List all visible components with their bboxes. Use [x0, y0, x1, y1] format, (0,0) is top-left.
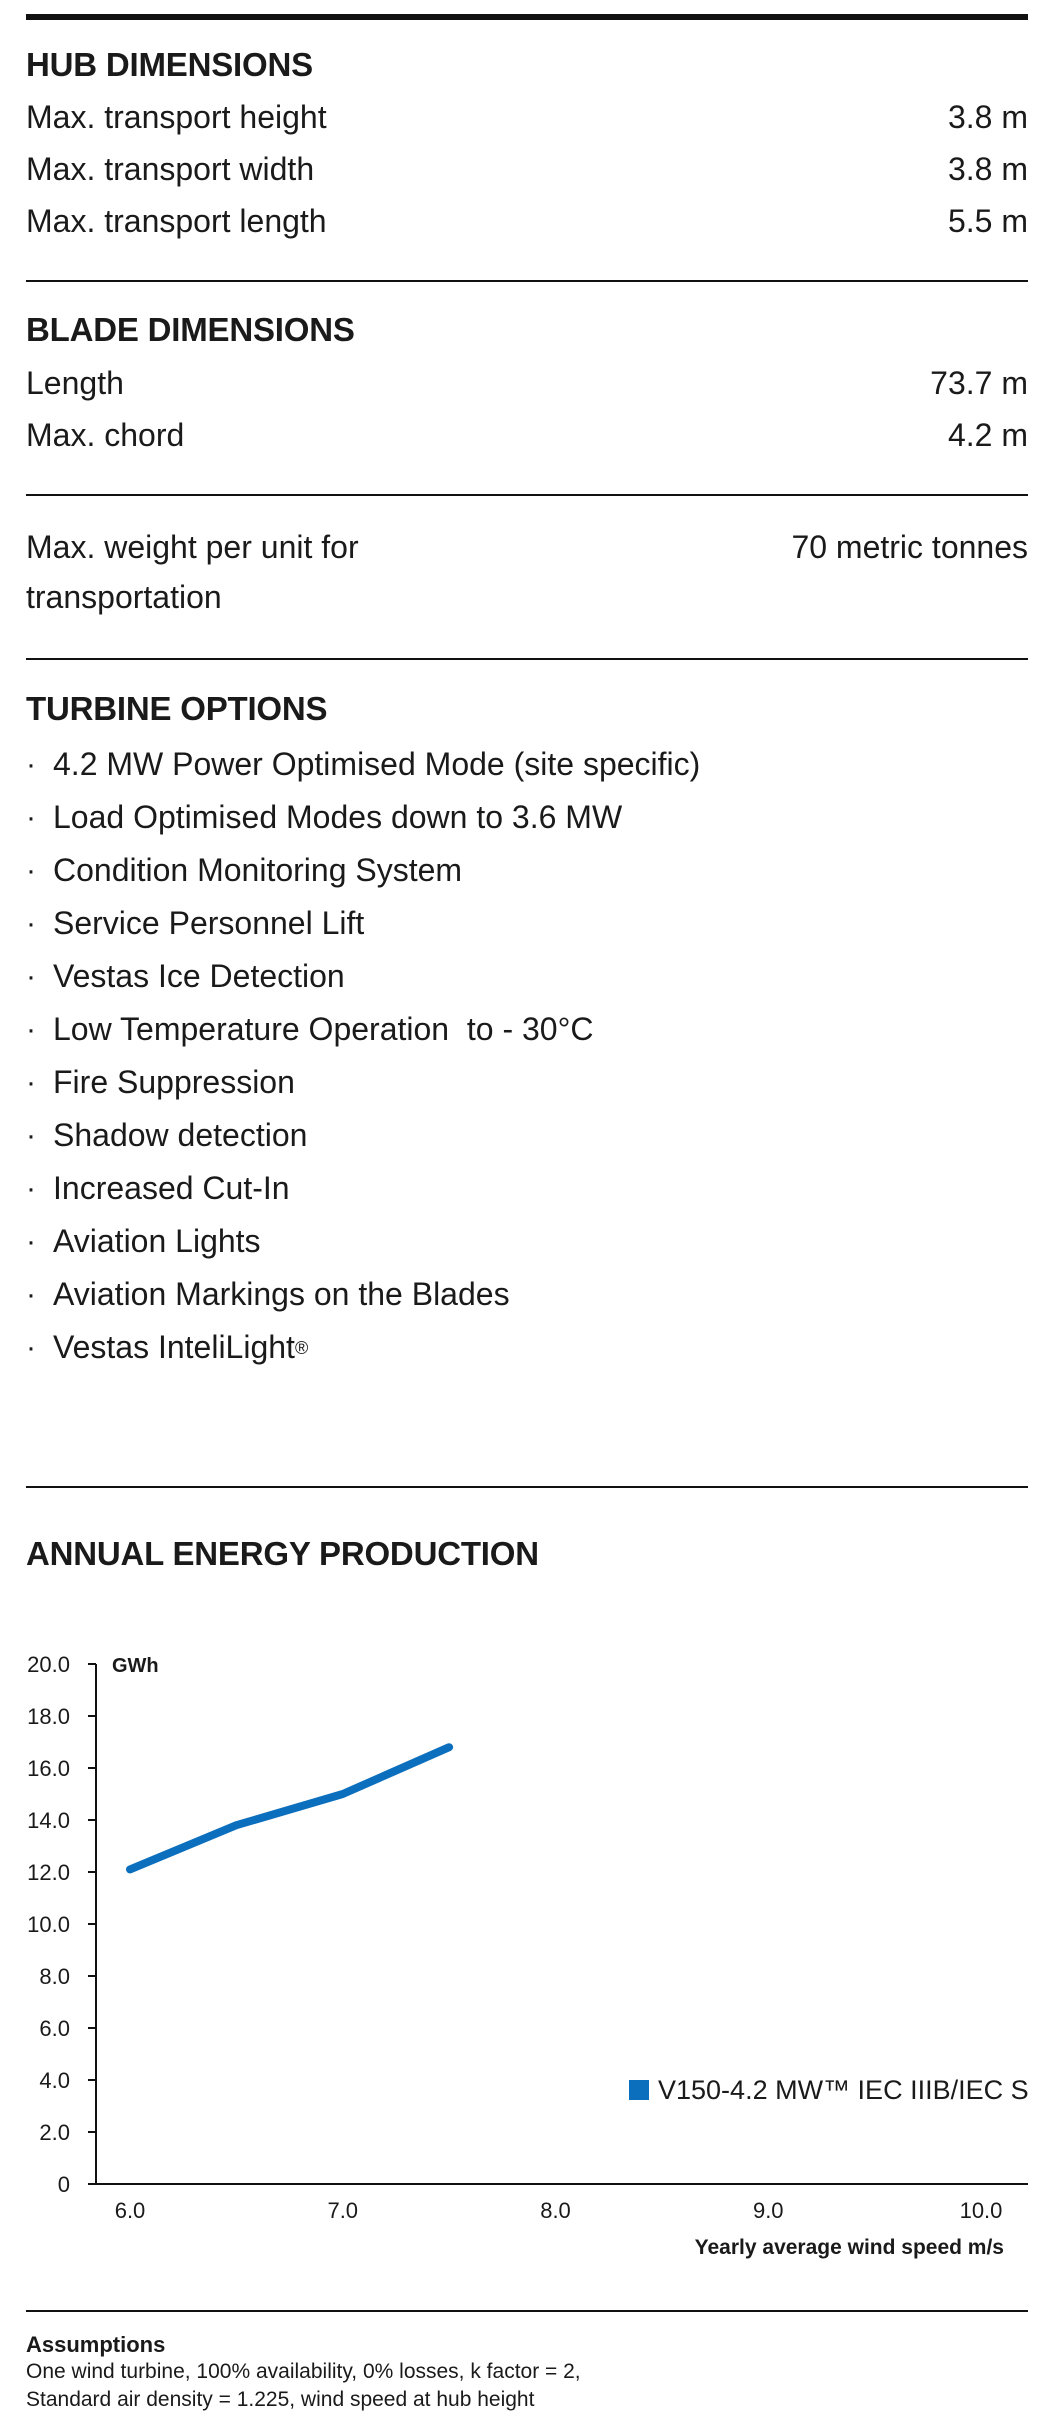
list-item: · Aviation Markings on the Blades — [26, 1268, 1028, 1321]
bullet: · — [26, 747, 36, 781]
bullet: · — [26, 853, 36, 887]
weight-row: Max. weight per unit for transportation … — [26, 522, 1028, 622]
row-value: 3.8 m — [947, 99, 1028, 135]
bullet: · — [26, 800, 36, 834]
assumptions-line: One wind turbine, 100% availability, 0% … — [26, 2360, 581, 2383]
aep-heading: ANNUAL ENERGY PRODUCTION — [26, 1535, 539, 1572]
list-item: · Low Temperature Operation to - 30°C — [26, 1003, 1028, 1056]
row-value: 70 metric tonnes — [791, 529, 1028, 565]
turbine-options-list: · 4.2 MW Power Optimised Mode (site speci… — [26, 738, 1028, 1374]
row-value: 3.8 m — [947, 151, 1028, 187]
list-item: · Increased Cut-In — [26, 1162, 1028, 1215]
option-text: Increased Cut-In — [53, 1170, 290, 1206]
list-item: · 4.2 MW Power Optimised Mode (site speci… — [26, 738, 1028, 791]
section-divider — [26, 280, 1028, 282]
row-label: Max. transport height — [26, 99, 327, 135]
bullet: · — [26, 1171, 36, 1205]
y-tick-label: 16.0 — [27, 1756, 70, 1781]
y-tick-label: 14.0 — [27, 1808, 70, 1833]
list-item: · Shadow detection — [26, 1109, 1028, 1162]
bullet: · — [26, 906, 36, 940]
y-tick-label: 0 — [58, 2172, 70, 2197]
bullet: · — [26, 1065, 36, 1099]
list-item: · Vestas InteliLight ® — [26, 1329, 309, 1365]
x-tick-label: 6.0 — [115, 2198, 146, 2223]
bullet: · — [26, 1224, 36, 1258]
bullet: · — [26, 1118, 36, 1152]
row-label: Max. chord — [26, 417, 185, 453]
hub-dimensions-heading: HUB DIMENSIONS — [26, 46, 313, 83]
list-item: · Vestas Ice Detection — [26, 950, 1028, 1003]
x-tick-label: 9.0 — [753, 2198, 784, 2223]
y-tick-label: 18.0 — [27, 1704, 70, 1729]
assumptions-title: Assumptions — [26, 2332, 166, 2357]
list-item: · Aviation Lights — [26, 1215, 1028, 1268]
legend-label: V150-4.2 MW™ IEC IIIB/IEC S — [658, 2075, 1028, 2105]
row-value: 5.5 m — [947, 203, 1028, 239]
section-divider — [26, 1486, 1028, 1488]
bullet: · — [26, 1012, 36, 1046]
bullet: · — [26, 959, 36, 993]
option-text: Vestas InteliLight — [53, 1329, 295, 1365]
option-text: Aviation Lights — [53, 1223, 261, 1259]
blade-row-length: Length 73.7 m — [26, 358, 1028, 408]
option-text: Fire Suppression — [53, 1064, 295, 1100]
section-divider — [26, 658, 1028, 660]
row-label: Max. weight per unit for transportation — [26, 529, 359, 615]
option-text: Vestas Ice Detection — [53, 958, 345, 994]
legend-swatch — [629, 2080, 649, 2100]
list-item: · Service Personnel Lift — [26, 897, 1028, 950]
bullet: · — [26, 1277, 36, 1311]
row-label: Max. transport length — [26, 203, 327, 239]
y-tick-label: 4.0 — [39, 2068, 70, 2093]
option-text: Service Personnel Lift — [53, 905, 365, 941]
y-tick-label: 8.0 — [39, 1964, 70, 1989]
blade-dimensions-heading: BLADE DIMENSIONS — [26, 311, 355, 348]
blade-row-chord: Max. chord 4.2 m — [26, 410, 1028, 460]
x-tick-label: 7.0 — [327, 2198, 358, 2223]
option-text: Shadow detection — [53, 1117, 308, 1153]
y-axis-label: GWh — [112, 1655, 159, 1677]
row-label: Max. transport width — [26, 151, 315, 187]
x-tick-label: 10.0 — [960, 2198, 1003, 2223]
option-text: 4.2 MW Power Optimised Mode (site specif… — [53, 746, 701, 782]
row-value: 4.2 m — [947, 417, 1028, 453]
row-value: 73.7 m — [930, 365, 1028, 401]
y-tick-label: 20.0 — [27, 1652, 70, 1677]
turbine-options-heading: TURBINE OPTIONS — [26, 690, 328, 727]
y-tick-label: 6.0 — [39, 2016, 70, 2041]
x-tick-label: 8.0 — [540, 2198, 571, 2223]
option-text: Load Optimised Modes down to 3.6 MW — [53, 799, 623, 835]
list-item: · Condition Monitoring System — [26, 844, 1028, 897]
hub-row-width: Max. transport width 3.8 m — [26, 144, 1028, 194]
section-divider — [26, 494, 1028, 496]
aep-line-chart: 0 2.0 4.0 6.0 8.0 10.0 12.0 14.0 16.0 18.0 20.0 6.0… — [27, 1652, 1028, 2259]
x-axis-label: Yearly average wind speed m/s — [695, 2236, 1004, 2259]
top-rule — [26, 14, 1028, 20]
section-divider — [26, 2310, 1028, 2312]
y-tick-label: 12.0 — [27, 1860, 70, 1885]
y-tick-label: 10.0 — [27, 1912, 70, 1937]
list-item: · Load Optimised Modes down to 3.6 MW — [26, 791, 1028, 844]
list-item: · Fire Suppression — [26, 1056, 1028, 1109]
option-text: Condition Monitoring System — [53, 852, 463, 888]
series-line — [126, 1743, 454, 1874]
hub-row-length: Max. transport length 5.5 m — [26, 196, 1028, 246]
row-label: Length — [26, 365, 124, 401]
datasheet-page: HUB DIMENSIONS Max. transport height 3.8… — [26, 0, 1028, 2423]
option-text: Low Temperature Operation to - 30°C — [53, 1011, 594, 1047]
y-tick-label: 2.0 — [39, 2120, 70, 2145]
bullet: · — [26, 1330, 36, 1364]
option-text: Aviation Markings on the Blades — [53, 1276, 510, 1312]
assumptions-line: Standard air density = 1.225, wind speed… — [26, 2388, 535, 2411]
hub-row-height: Max. transport height 3.8 m — [26, 92, 1028, 142]
